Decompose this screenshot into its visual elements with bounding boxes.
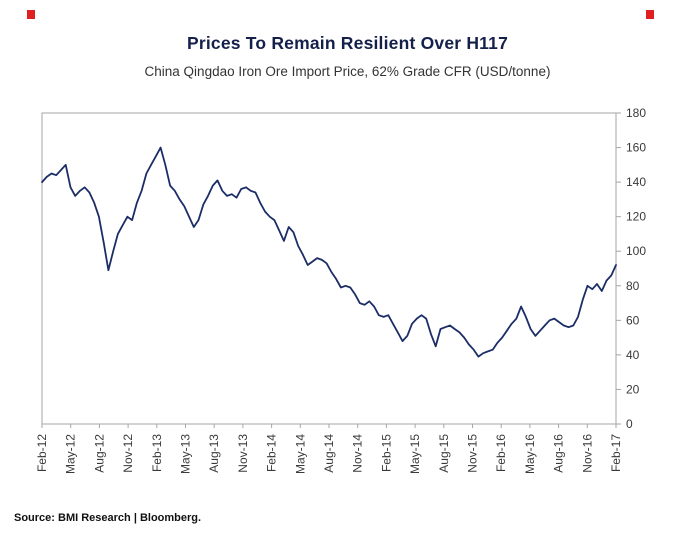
y-axis-tick-label: 60 — [626, 313, 640, 327]
x-axis-tick-label: Feb-14 — [265, 434, 279, 472]
y-axis-tick-label: 80 — [626, 279, 640, 293]
x-axis-tick-label: May-12 — [64, 434, 78, 474]
x-axis-tick-label: May-14 — [293, 434, 307, 474]
source-attribution: Source: BMI Research | Bloomberg. — [14, 512, 202, 524]
x-axis-tick-label: Nov-13 — [236, 434, 250, 473]
x-axis-tick-label: Aug-14 — [322, 434, 336, 473]
x-axis-tick-label: Feb-15 — [379, 434, 393, 472]
y-axis-tick-label: 140 — [626, 175, 646, 189]
y-axis-tick-label: 180 — [626, 106, 646, 120]
red-corner-mark-right — [646, 10, 654, 19]
x-axis-tick-label: Nov-14 — [351, 434, 365, 473]
y-axis-tick-label: 40 — [626, 348, 640, 362]
x-axis-tick-label: Feb-13 — [150, 434, 164, 472]
price-series-line — [41, 146, 617, 358]
x-axis-tick-label: May-16 — [523, 434, 537, 474]
y-axis-tick-label: 160 — [626, 141, 646, 155]
x-axis-tick-label: Nov-12 — [121, 434, 135, 473]
y-axis-tick-label: 20 — [626, 382, 640, 396]
chart-title: Prices To Remain Resilient Over H117 — [186, 33, 509, 53]
x-axis-tick-label: Aug-16 — [552, 434, 566, 473]
x-axis-tick-label: Aug-13 — [207, 434, 221, 473]
chart-subtitle: China Qingdao Iron Ore Import Price, 62%… — [144, 64, 551, 79]
iron-ore-price-line-chart: 0 20 40 60 80 100 120 140 160 180 Feb-12 May-12 Aug-… — [35, 106, 646, 474]
x-axis-tick-label: May-13 — [179, 434, 193, 474]
x-axis-tick-label: Nov-15 — [466, 434, 480, 473]
x-axis-tick-label: Feb-16 — [494, 434, 508, 472]
x-axis-tick-label: May-15 — [408, 434, 422, 474]
red-corner-mark-left — [27, 10, 35, 19]
x-axis-tick-label: Aug-15 — [437, 434, 451, 473]
y-axis-tick-label: 0 — [626, 417, 633, 431]
x-axis-tick-label: Feb-12 — [35, 434, 49, 472]
x-axis-tick-label: Aug-12 — [92, 434, 106, 473]
x-axis-tick-label: Nov-16 — [580, 434, 594, 473]
y-axis-tick-label: 120 — [626, 210, 646, 224]
y-axis-tick-label: 100 — [626, 244, 646, 258]
x-axis-tick-label: Feb-17 — [609, 434, 623, 472]
